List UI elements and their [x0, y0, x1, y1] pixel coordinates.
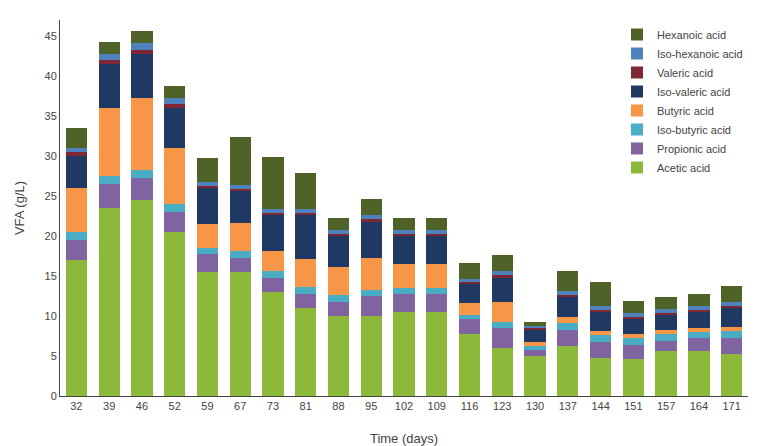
- svg-text:171: 171: [722, 400, 740, 412]
- svg-text:10: 10: [45, 310, 57, 322]
- svg-text:0: 0: [51, 390, 57, 402]
- svg-text:Iso-valeric acid: Iso-valeric acid: [657, 86, 730, 98]
- svg-text:46: 46: [136, 400, 148, 412]
- svg-text:137: 137: [559, 400, 577, 412]
- svg-text:116: 116: [461, 400, 479, 412]
- svg-text:109: 109: [428, 400, 446, 412]
- svg-text:123: 123: [493, 400, 511, 412]
- svg-text:25: 25: [45, 190, 57, 202]
- svg-text:102: 102: [395, 400, 413, 412]
- svg-text:20: 20: [45, 230, 57, 242]
- svg-text:35: 35: [45, 110, 57, 122]
- svg-text:Acetic acid: Acetic acid: [657, 162, 710, 174]
- svg-text:45: 45: [45, 30, 57, 42]
- svg-text:Propionic acid: Propionic acid: [657, 143, 726, 155]
- svg-text:95: 95: [365, 400, 377, 412]
- svg-text:164: 164: [690, 400, 708, 412]
- svg-text:59: 59: [201, 400, 213, 412]
- svg-text:Iso-hexanoic acid: Iso-hexanoic acid: [657, 48, 743, 60]
- svg-text:Hexanoic acid: Hexanoic acid: [657, 29, 726, 41]
- svg-text:144: 144: [591, 400, 609, 412]
- svg-text:39: 39: [103, 400, 115, 412]
- svg-text:Butyric acid: Butyric acid: [657, 105, 714, 117]
- svg-text:130: 130: [526, 400, 544, 412]
- svg-text:Valeric acid: Valeric acid: [657, 67, 713, 79]
- svg-text:81: 81: [300, 400, 312, 412]
- svg-text:32: 32: [70, 400, 82, 412]
- svg-text:52: 52: [169, 400, 181, 412]
- svg-text:67: 67: [234, 400, 246, 412]
- svg-text:5: 5: [51, 350, 57, 362]
- svg-text:30: 30: [45, 150, 57, 162]
- svg-text:Iso-butyric acid: Iso-butyric acid: [657, 124, 731, 136]
- svg-text:88: 88: [332, 400, 344, 412]
- svg-text:73: 73: [267, 400, 279, 412]
- svg-text:40: 40: [45, 70, 57, 82]
- svg-text:157: 157: [657, 400, 675, 412]
- svg-text:15: 15: [45, 270, 57, 282]
- svg-text:151: 151: [624, 400, 642, 412]
- svg-text:VFA (g/L): VFA (g/L): [12, 181, 27, 235]
- svg-text:Time (days): Time (days): [370, 431, 438, 446]
